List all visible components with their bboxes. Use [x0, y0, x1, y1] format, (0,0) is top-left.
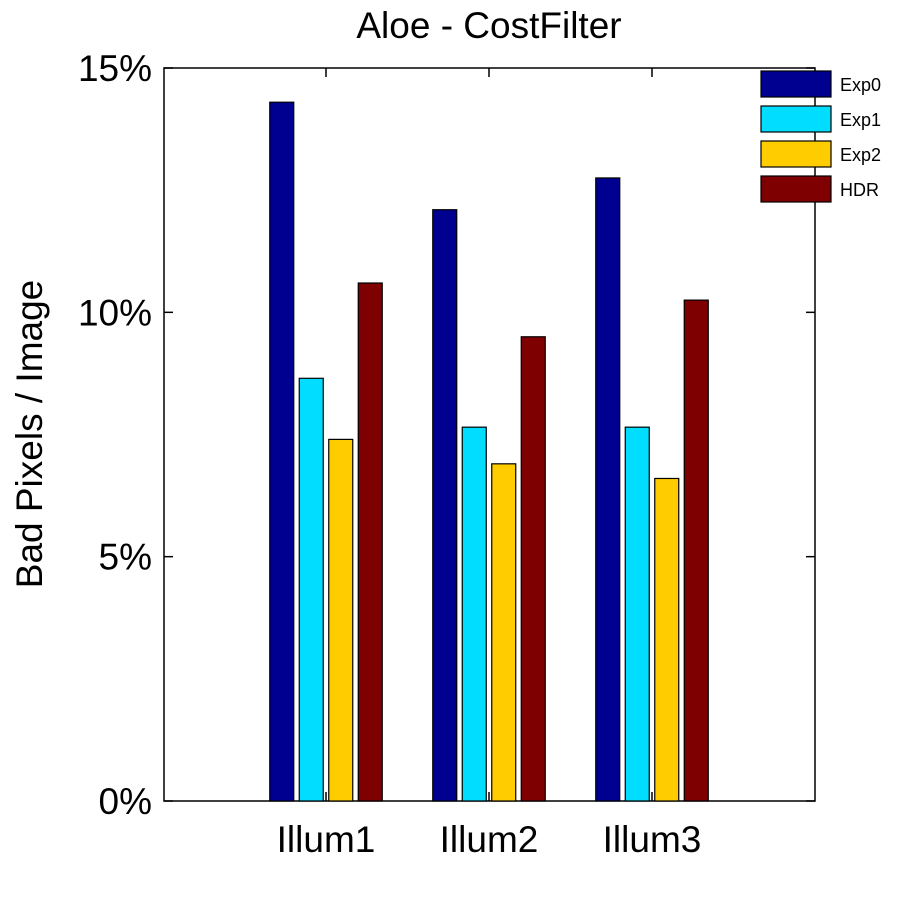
legend-swatch-exp0 [760, 70, 832, 98]
y-tick-label: 0% [99, 781, 152, 822]
legend-swatch-hdr [760, 175, 832, 203]
bar-exp1-illum1 [298, 377, 324, 802]
bar-hdr-illum1 [357, 282, 383, 802]
x-axis: Illum1 Illum2 Illum3 [277, 68, 702, 860]
x-tick-label: Illum3 [603, 819, 702, 860]
chart-title: Aloe - CostFilter [356, 5, 621, 46]
bar-exp2-illum3 [654, 477, 680, 802]
y-axis-label: Bad Pixels / Image [9, 280, 50, 588]
bar-exp2-illum1 [328, 438, 354, 802]
x-tick-label: Illum2 [440, 819, 539, 860]
legend-label-exp0: Exp0 [840, 75, 881, 95]
bar-exp0-illum3 [595, 177, 621, 802]
legend: Exp0 Exp1 Exp2 HDR [760, 70, 881, 203]
legend-label-exp2: Exp2 [840, 145, 881, 165]
bar-exp1-illum2 [461, 426, 487, 802]
bar-hdr-illum2 [520, 336, 546, 802]
y-tick-label: 15% [78, 48, 152, 89]
bar-exp0-illum1 [269, 101, 295, 802]
plot-area-frame [163, 67, 816, 802]
bar-exp1-illum3 [624, 426, 650, 802]
legend-swatch-exp1 [760, 105, 832, 133]
bar-exp2-illum2 [491, 463, 517, 802]
y-tick-label: 5% [99, 537, 152, 578]
x-tick-label: Illum1 [277, 819, 376, 860]
legend-swatch-exp2 [760, 140, 832, 168]
y-tick-label: 10% [78, 292, 152, 333]
y-axis: 0% 5% 10% 15% [78, 48, 815, 822]
bars [269, 101, 709, 802]
bar-hdr-illum3 [683, 299, 709, 802]
bar-exp0-illum2 [432, 209, 458, 802]
legend-label-hdr: HDR [840, 180, 879, 200]
legend-label-exp1: Exp1 [840, 110, 881, 130]
